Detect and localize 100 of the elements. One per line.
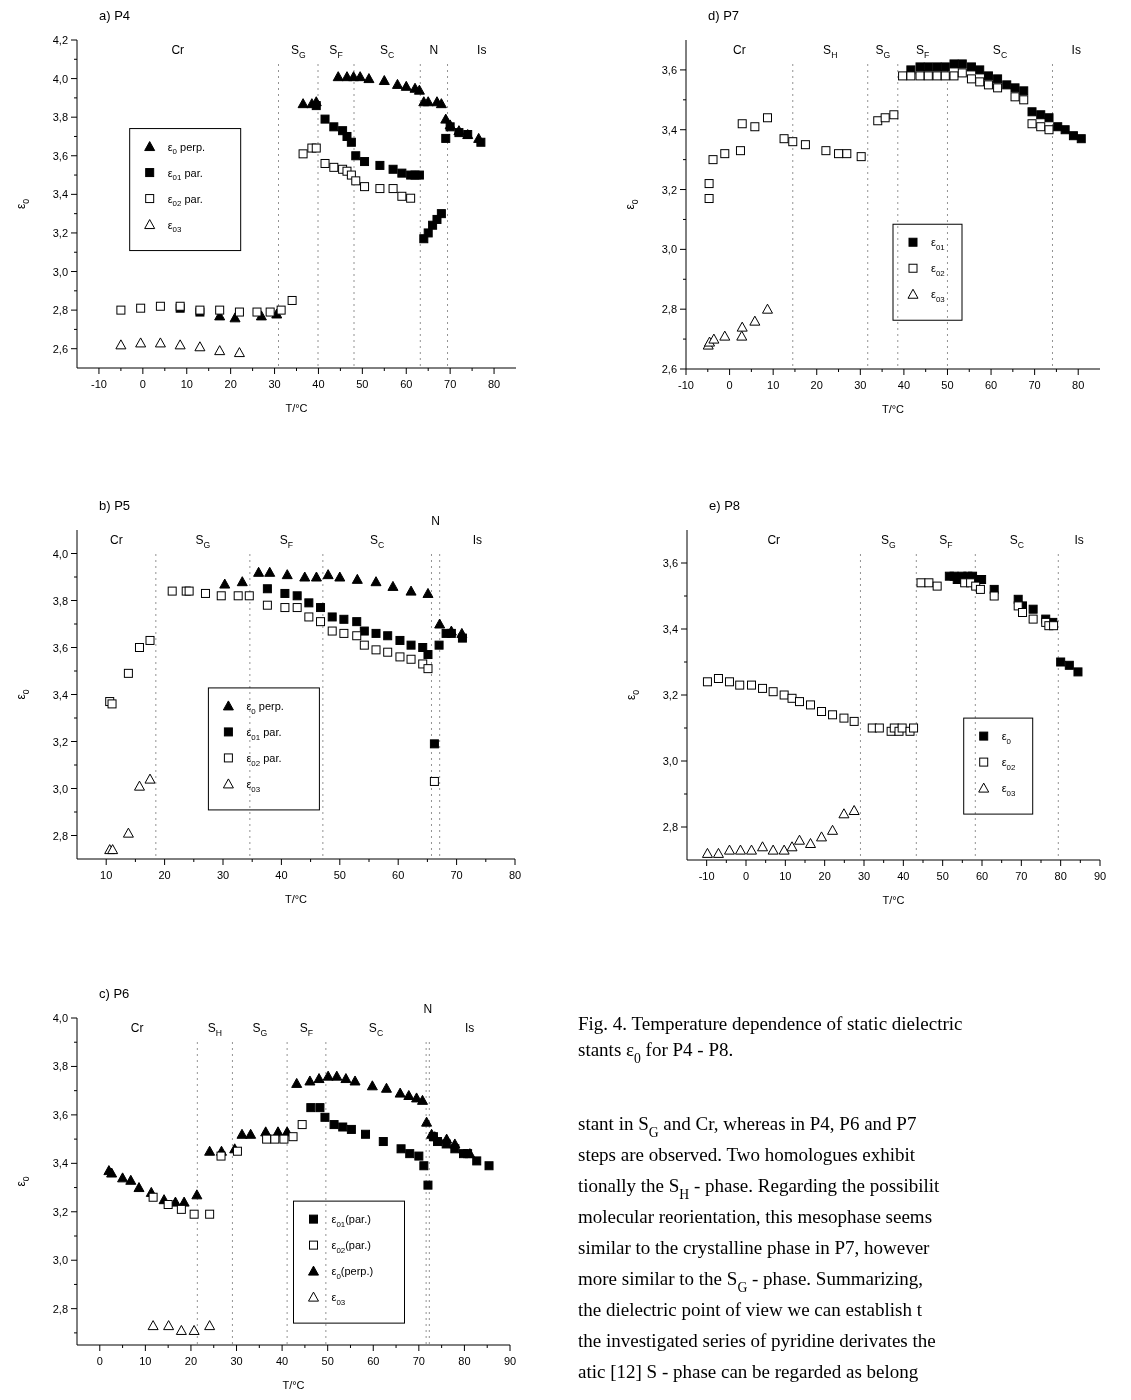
- legend-label: ε$_{02}$ par.: [246, 751, 282, 768]
- annotation: S$_{H}$: [207, 1021, 222, 1039]
- x-tick-label: 10: [180, 378, 193, 390]
- x-tick-label: 60: [367, 1355, 380, 1367]
- x-tick-label: 50: [356, 378, 369, 390]
- x-tick-label: 50: [936, 870, 949, 882]
- x-tick-label: 30: [268, 378, 281, 390]
- legend-label: ε$_{0}$: [1001, 730, 1012, 746]
- text: the investigated series of pyridine derivates the: [578, 1330, 936, 1351]
- annotation: S$_{H}$: [823, 43, 838, 61]
- x-tick-label: 60: [400, 378, 413, 390]
- x-tick-label: 20: [158, 869, 171, 881]
- y-tick-label: 2,6: [661, 363, 677, 375]
- legend-label: ε$_{02}$: [1001, 756, 1016, 772]
- annotation: Cr: [171, 43, 185, 57]
- annotation: S$_{G}$: [195, 533, 211, 551]
- legend-label: ε$_{03}$: [167, 218, 182, 235]
- x-tick-label: 40: [897, 870, 910, 882]
- x-tick-label: 60: [392, 869, 405, 881]
- x-tick-label: 70: [450, 869, 463, 881]
- annotation: S$_{C}$: [992, 43, 1008, 61]
- y-tick-label: 4,0: [52, 1012, 68, 1024]
- y-tick-label: 3,6: [662, 557, 678, 569]
- x-axis-title: T/°C: [881, 403, 905, 415]
- y-tick-label: 3,0: [662, 755, 678, 767]
- y-tick-label: 3,0: [52, 782, 68, 795]
- x-tick-label: 80: [1072, 379, 1085, 391]
- annotation: Is: [472, 533, 482, 547]
- legend-label: ε$_{03}$: [331, 1291, 346, 1307]
- y-tick-label: 3,6: [52, 1108, 68, 1121]
- y-tick-label: 3,0: [661, 243, 677, 256]
- text: molecular reorientation, this mesophase seems: [578, 1206, 933, 1227]
- legend-label: ε$_{02}$ par.: [167, 192, 203, 209]
- x-tick-label: 70: [412, 1355, 425, 1367]
- y-tick-label: 4,0: [52, 72, 68, 85]
- x-tick-label: 30: [216, 869, 230, 881]
- x-axis-title: T/°C: [284, 893, 308, 905]
- x-tick-label: 70: [1015, 870, 1028, 882]
- y-tick-label: 3,0: [52, 1254, 68, 1267]
- x-tick-label: 0: [139, 378, 146, 390]
- chart-title: b) P5: [99, 498, 131, 513]
- caption: Fig. 4. Temperature dependence of static dielectric: [578, 1013, 963, 1034]
- x-tick-label: 0: [96, 1355, 103, 1367]
- x-tick-label: 40: [275, 869, 288, 881]
- legend-label: ε$_{0}$ perp.: [167, 140, 206, 157]
- annotation: S$_{C}$: [368, 1021, 384, 1039]
- annotation: S$_{G}$: [252, 1021, 268, 1039]
- annotation: Cr: [733, 43, 746, 57]
- x-tick-label: -10: [91, 378, 107, 390]
- x-tick-label: 0: [742, 870, 750, 882]
- x-tick-label: 10: [779, 870, 792, 882]
- annotation: Is: [1071, 43, 1081, 57]
- y-tick-label: 3,6: [52, 641, 68, 654]
- annotation: Cr: [130, 1021, 144, 1035]
- x-tick-label: 50: [941, 379, 954, 391]
- text: more similar to the S$_{G}$ - phase. Summarizing,: [578, 1268, 923, 1295]
- x-tick-label: 80: [487, 378, 501, 390]
- x-tick-label: -10: [678, 379, 694, 391]
- legend-label: ε$_{0}$ perp.: [246, 699, 284, 716]
- y-tick-label: 2,8: [662, 821, 678, 833]
- y-tick-label: 3,4: [52, 1157, 68, 1170]
- legend-label: ε$_{0}$(perp.): [331, 1265, 374, 1281]
- text: atic [12] S - phase can be regarded as belong: [578, 1361, 919, 1382]
- legend-label: ε$_{01}$ par.: [246, 725, 282, 742]
- legend-label: ε$_{03}$: [1001, 782, 1017, 798]
- x-axis-title: T/°C: [882, 894, 905, 906]
- x-tick-label: 90: [503, 1355, 517, 1367]
- annotation: N: [429, 43, 439, 57]
- x-tick-label: 80: [458, 1355, 471, 1367]
- y-tick-label: 3,6: [52, 149, 68, 162]
- x-tick-label: 40: [312, 378, 325, 390]
- y-tick-label: 4,0: [52, 547, 68, 560]
- annotation: Is: [1074, 533, 1084, 547]
- y-tick-label: 3,4: [52, 188, 68, 201]
- x-tick-label: 10: [139, 1355, 152, 1367]
- legend-label: ε$_{01}$ par.: [167, 166, 203, 183]
- annotation: S$_{F}$: [915, 43, 930, 61]
- annotation: S$_{C}$: [380, 43, 395, 61]
- annotation: S$_{G}$: [875, 43, 891, 61]
- annotation: S$_{C}$: [370, 533, 385, 551]
- y-tick-label: 3,2: [52, 1205, 68, 1218]
- x-tick-label: 20: [184, 1355, 198, 1367]
- x-tick-label: 0: [726, 379, 733, 391]
- legend-label: ε$_{03}$: [931, 288, 946, 305]
- x-tick-label: 70: [444, 378, 457, 390]
- annotation: S$_{C}$: [1009, 533, 1024, 551]
- y-tick-label: 2,6: [52, 342, 68, 355]
- text: similar to the crystalline phase in P7, however: [578, 1237, 931, 1258]
- x-tick-label: 90: [1093, 870, 1107, 882]
- x-axis-title: T/°C: [282, 1379, 305, 1391]
- chart-title: a) P4: [99, 8, 131, 23]
- text: steps are observed. Two homologues exhibit: [578, 1144, 916, 1165]
- y-tick-label: 3,4: [661, 123, 677, 136]
- x-tick-label: 10: [767, 379, 780, 391]
- x-tick-label: 30: [857, 870, 871, 882]
- y-tick-label: 3,8: [52, 1060, 68, 1073]
- text: tionally the S$_{H}$ - phase. Regarding the possibilit: [578, 1175, 941, 1202]
- x-tick-label: 20: [818, 870, 831, 882]
- y-tick-label: 4,2: [52, 34, 68, 46]
- annotation: S$_{F}$: [939, 533, 953, 551]
